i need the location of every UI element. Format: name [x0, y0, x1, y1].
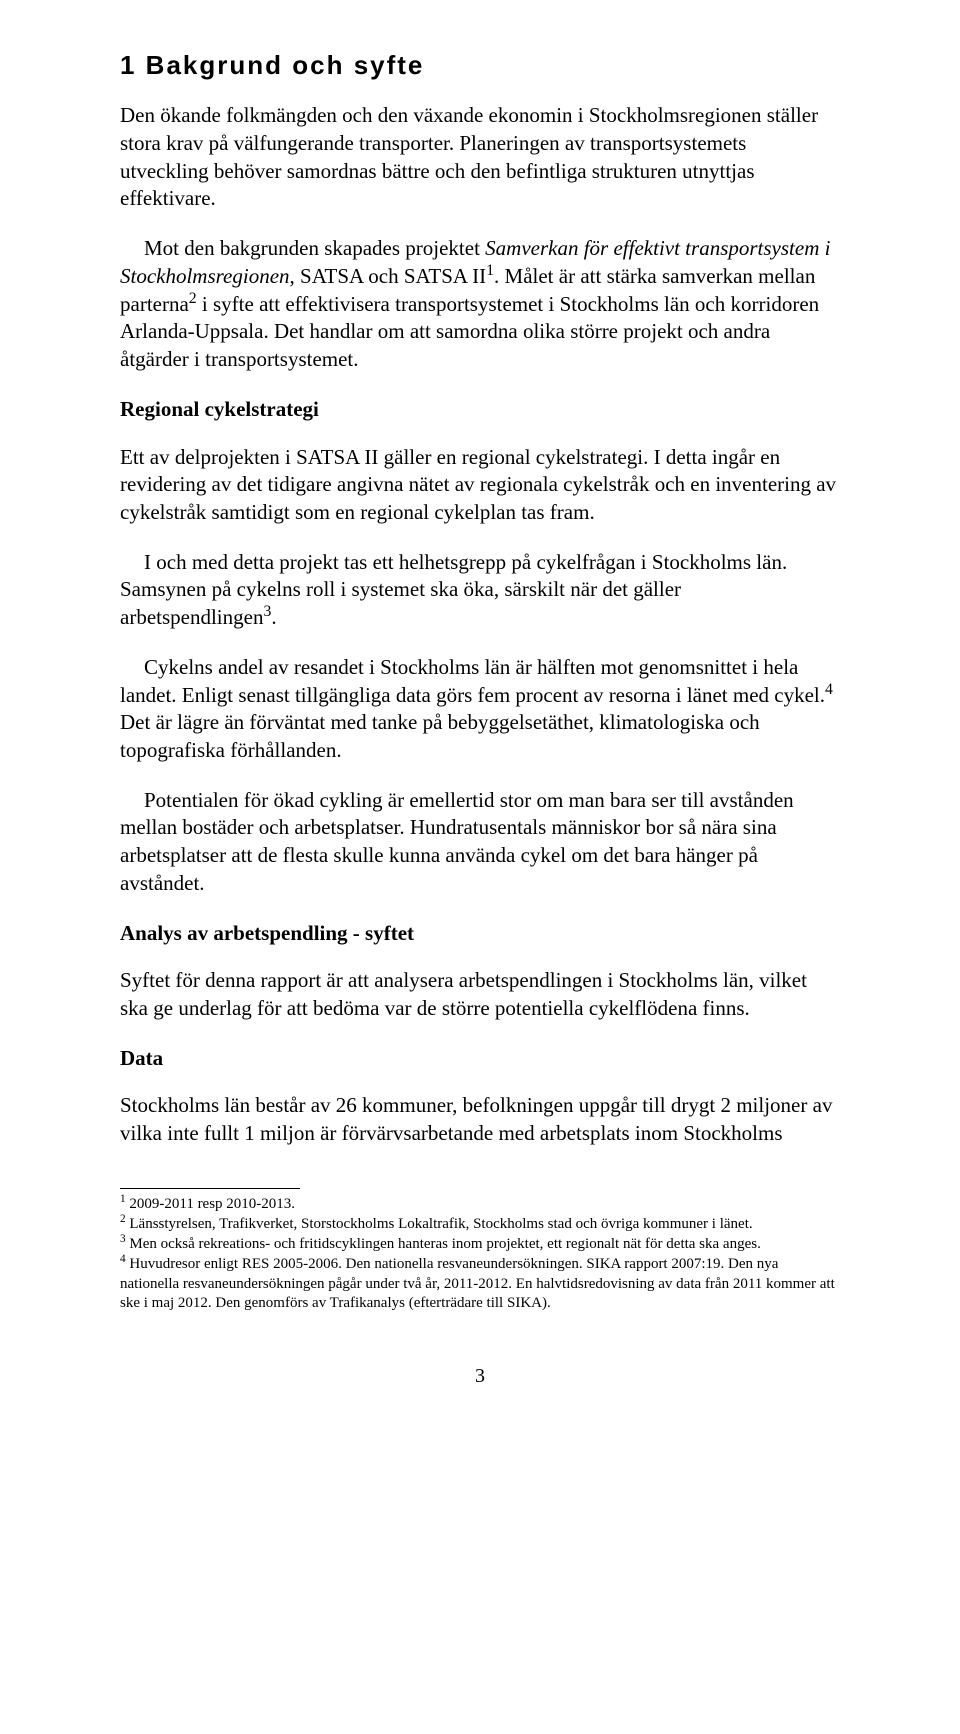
- footnote-1: 1 2009-2011 resp 2010-2013.: [120, 1195, 840, 1214]
- paragraph-subproject: Ett av delprojekten i SATSA II gäller en…: [120, 444, 840, 527]
- footnote-4: 4 Huvudresor enligt RES 2005-2006. Den n…: [120, 1255, 840, 1313]
- footnote-2: 2 Länsstyrelsen, Trafikverket, Storstock…: [120, 1215, 840, 1234]
- paragraph-helhetsgrepp: I och med detta projekt tas ett helhetsg…: [120, 549, 840, 632]
- paragraph-background: Mot den bakgrunden skapades projektet Sa…: [120, 235, 840, 374]
- paragraph-purpose: Syftet för denna rapport är att analyser…: [120, 967, 840, 1022]
- footnote-ref-4: 4: [825, 681, 833, 698]
- text-run: Mot den bakgrunden skapades projektet: [144, 236, 485, 260]
- paragraph-potential: Potentialen för ökad cykling är emellert…: [120, 787, 840, 898]
- text-run: .: [271, 605, 276, 629]
- text-run: , SATSA och SATSA II: [290, 264, 487, 288]
- document-page: 1 Bakgrund och syfte Den ökande folkmäng…: [0, 0, 960, 1734]
- footnote-3: 3 Men också rekreations- och fritidscykl…: [120, 1235, 840, 1254]
- footnote-separator: [120, 1188, 300, 1189]
- footnote-text: Länsstyrelsen, Trafikverket, Storstockho…: [126, 1216, 753, 1232]
- subheading-regional: Regional cykelstrategi: [120, 396, 840, 424]
- footnote-ref-1: 1: [486, 262, 494, 279]
- footnote-text: Huvudresor enligt RES 2005-2006. Den nat…: [120, 1256, 835, 1310]
- footnote-ref-2: 2: [189, 290, 197, 307]
- subheading-data: Data: [120, 1045, 840, 1073]
- paragraph-data: Stockholms län består av 26 kommuner, be…: [120, 1092, 840, 1147]
- section-title: 1 Bakgrund och syfte: [120, 48, 840, 82]
- footnotes-block: 1 2009-2011 resp 2010-2013. 2 Länsstyrel…: [120, 1195, 840, 1313]
- subheading-analys: Analys av arbetspendling - syftet: [120, 920, 840, 948]
- text-run: I och med detta projekt tas ett helhetsg…: [120, 550, 787, 629]
- paragraph-share: Cykelns andel av resandet i Stockholms l…: [120, 654, 840, 765]
- text-run: Cykelns andel av resandet i Stockholms l…: [120, 655, 825, 707]
- page-number: 3: [120, 1363, 840, 1389]
- text-run: Det är lägre än förväntat med tanke på b…: [120, 710, 760, 762]
- text-run: i syfte att effektivisera transportsyste…: [120, 292, 819, 371]
- paragraph-intro: Den ökande folkmängden och den växande e…: [120, 102, 840, 213]
- footnote-text: 2009-2011 resp 2010-2013.: [126, 1196, 295, 1212]
- footnote-text: Men också rekreations- och fritidscyklin…: [126, 1236, 761, 1252]
